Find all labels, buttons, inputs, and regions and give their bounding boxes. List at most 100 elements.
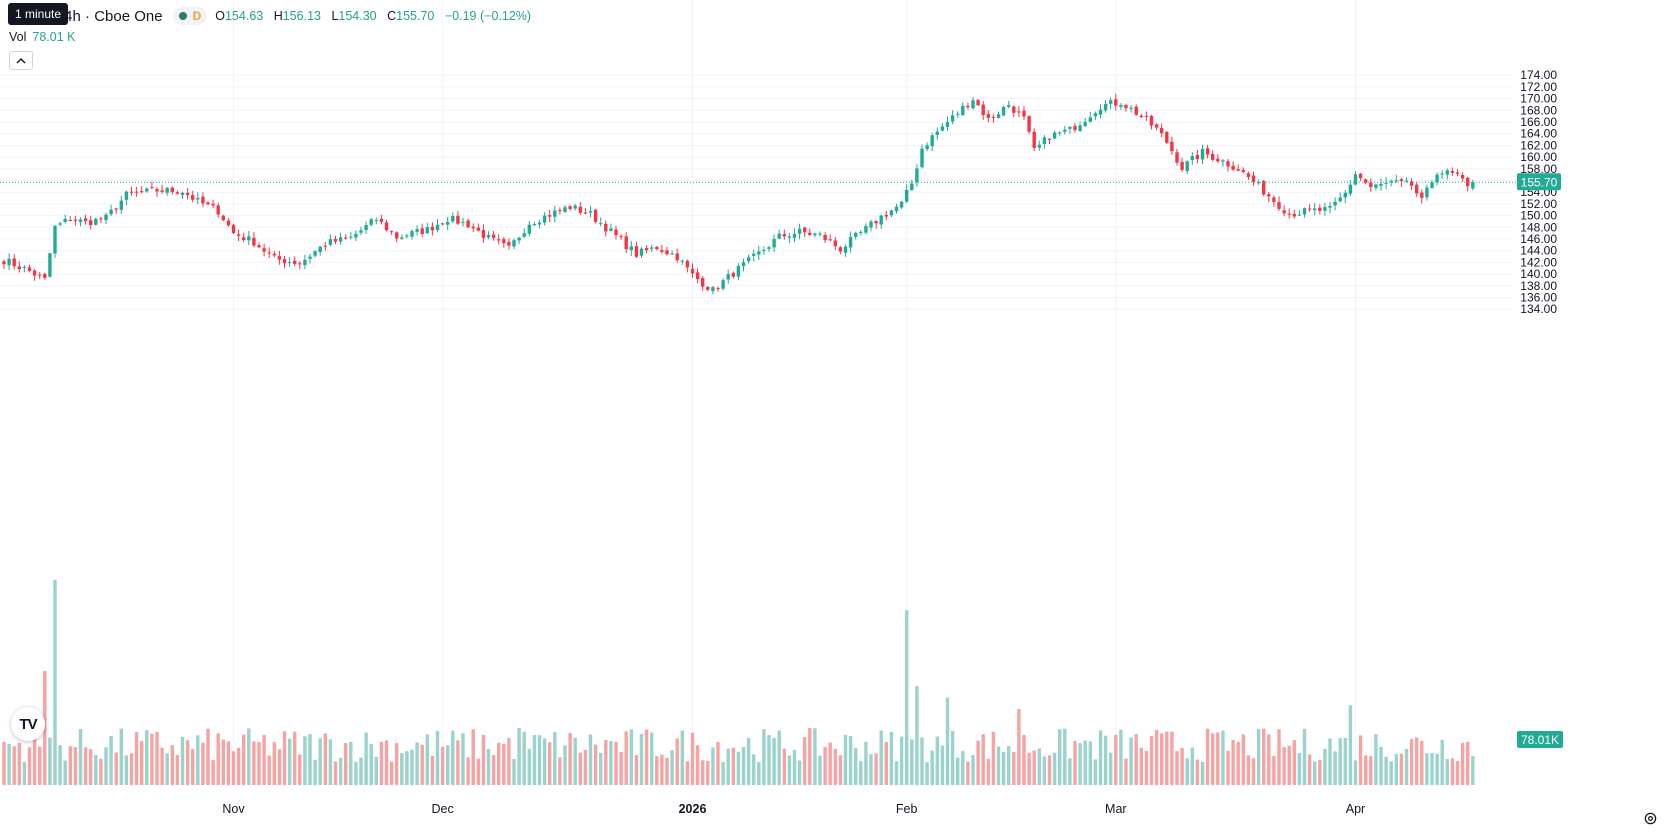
candle bbox=[971, 97, 975, 110]
candle bbox=[680, 259, 684, 265]
candle bbox=[1047, 137, 1052, 145]
candle bbox=[267, 247, 271, 259]
volume-bar bbox=[313, 759, 317, 785]
candle bbox=[395, 231, 399, 243]
market-status-pill[interactable]: D bbox=[172, 7, 208, 25]
volume-bar bbox=[1103, 735, 1108, 785]
candle-body bbox=[1425, 187, 1429, 198]
volume-bar bbox=[1460, 742, 1465, 785]
candle bbox=[512, 238, 516, 250]
volume-bar bbox=[1420, 740, 1424, 785]
candle-body bbox=[634, 246, 639, 257]
candle bbox=[1216, 154, 1220, 164]
time-axis[interactable]: Nov Dec 2026 Feb Mar Apr bbox=[222, 802, 1365, 816]
candle bbox=[813, 232, 817, 238]
volume-bar bbox=[328, 739, 333, 785]
candle-body bbox=[1241, 169, 1245, 172]
candle bbox=[282, 255, 287, 269]
candle-body bbox=[614, 229, 618, 235]
candle-body bbox=[395, 232, 399, 239]
volume-bar bbox=[359, 757, 363, 785]
volume-bar bbox=[53, 579, 57, 785]
candle-body bbox=[1012, 106, 1016, 113]
tradingview-logo-icon[interactable]: TV bbox=[11, 707, 45, 741]
volume-bar bbox=[32, 731, 37, 785]
volume-bar bbox=[1307, 754, 1312, 785]
candle-body bbox=[767, 247, 771, 249]
price-axis[interactable]: 134.00136.00138.00140.00142.00144.00146.… bbox=[1517, 68, 1563, 748]
candle bbox=[1420, 189, 1424, 204]
volume-bar bbox=[12, 746, 16, 785]
candle-body bbox=[553, 210, 557, 217]
volume-bar bbox=[379, 741, 384, 785]
candle-body bbox=[986, 114, 990, 118]
candle bbox=[502, 236, 506, 248]
candle-body bbox=[221, 215, 225, 221]
interval-tag: D bbox=[192, 9, 202, 23]
candle-body bbox=[507, 241, 511, 246]
symbol-legend: o, Inc. · 4h · Cboe One D O154.63 H156.1… bbox=[10, 6, 538, 26]
candle-body bbox=[410, 231, 414, 237]
candle-body bbox=[848, 237, 853, 248]
candle bbox=[1200, 144, 1205, 165]
candle bbox=[129, 186, 134, 196]
candle bbox=[83, 214, 88, 225]
collapse-legend-button[interactable] bbox=[9, 51, 33, 70]
candle-body bbox=[864, 226, 868, 233]
change-value: −0.19 (−0.12%) bbox=[444, 9, 532, 23]
x-tick-label: 2026 bbox=[679, 802, 707, 816]
candle bbox=[364, 221, 368, 234]
y-tick-label: 166.00 bbox=[1520, 115, 1557, 129]
volume-bar bbox=[1027, 752, 1031, 785]
candle-body bbox=[537, 222, 542, 225]
candle bbox=[655, 245, 659, 251]
gear-icon[interactable] bbox=[1641, 809, 1659, 827]
candle bbox=[420, 223, 424, 238]
candle-body bbox=[940, 126, 945, 131]
candle-body bbox=[1032, 131, 1036, 148]
candle bbox=[685, 259, 690, 273]
candle bbox=[333, 235, 338, 245]
candle bbox=[1292, 209, 1296, 219]
candle-body bbox=[629, 246, 633, 251]
candle-body bbox=[1144, 115, 1149, 117]
candle bbox=[1358, 172, 1363, 182]
candle-body bbox=[991, 116, 996, 118]
candle-body bbox=[293, 260, 297, 264]
volume-bar bbox=[950, 730, 955, 785]
volume-bar bbox=[1384, 756, 1388, 785]
candle-body bbox=[170, 187, 174, 193]
volume-bar bbox=[364, 732, 368, 785]
volume-bar bbox=[930, 750, 934, 785]
volume-bar bbox=[517, 728, 521, 785]
volume-bar bbox=[344, 743, 348, 785]
candle-body bbox=[757, 251, 761, 255]
candle-body bbox=[782, 234, 786, 237]
candle-body bbox=[287, 262, 292, 264]
volume-bar bbox=[1221, 730, 1225, 785]
candle-body bbox=[1216, 158, 1220, 162]
candle-body bbox=[32, 270, 37, 276]
candle bbox=[1297, 210, 1302, 216]
candle bbox=[32, 268, 37, 281]
candle bbox=[293, 256, 297, 267]
candle-body bbox=[894, 206, 899, 212]
volume-bar bbox=[1068, 758, 1072, 785]
candle-body bbox=[68, 219, 72, 221]
candle-body bbox=[94, 218, 98, 225]
candlesticks[interactable] bbox=[2, 93, 1475, 295]
candle bbox=[99, 216, 103, 224]
candle bbox=[517, 236, 521, 244]
candle bbox=[706, 286, 710, 292]
candle-body bbox=[1307, 208, 1312, 210]
candle bbox=[1415, 182, 1419, 197]
volume-bar bbox=[1073, 741, 1077, 785]
volume-bar bbox=[583, 750, 588, 785]
candle-body bbox=[945, 122, 950, 127]
candle bbox=[1307, 204, 1312, 212]
volume-bar bbox=[767, 735, 771, 785]
volume-bar bbox=[1144, 751, 1149, 785]
volume-bar bbox=[1394, 754, 1398, 785]
